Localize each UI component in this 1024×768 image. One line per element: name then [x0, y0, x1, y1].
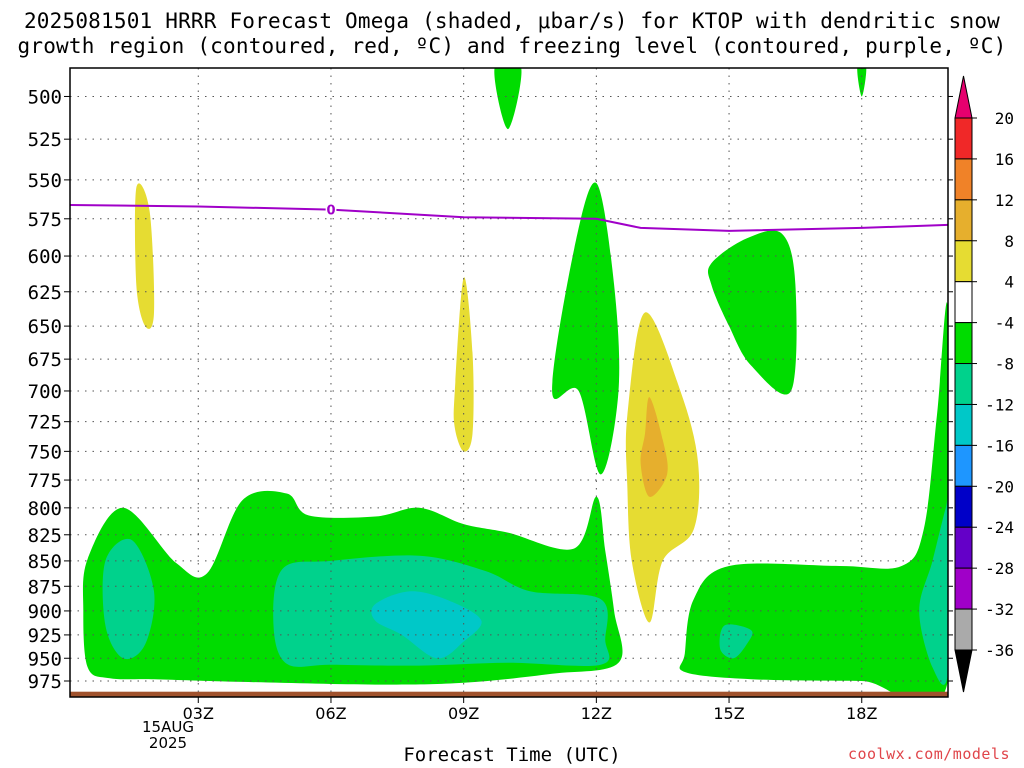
- colorbar-segment-10: [954, 526, 973, 569]
- omega-region-14: [640, 397, 668, 497]
- omega-region-10: [857, 68, 867, 97]
- date-label-year: 2025: [148, 734, 188, 752]
- colorbar-segment-1: [954, 158, 973, 201]
- y-tick-label-675: 675: [28, 349, 62, 371]
- colorbar-segment-2: [954, 199, 973, 242]
- y-tick-label-550: 550: [28, 170, 62, 192]
- colorbar-segment-9: [954, 485, 973, 528]
- colorbar-segment-6: [954, 363, 973, 405]
- colorbar-label-13: -36: [985, 641, 1014, 660]
- colorbar-label-10: -24: [985, 518, 1014, 537]
- date-label-day: 15AUG: [142, 718, 194, 736]
- y-tick-label-575: 575: [28, 209, 62, 231]
- colorbar-label-7: -12: [985, 395, 1014, 414]
- colorbar-label-0: 20: [995, 109, 1014, 128]
- colorbar-segment-0: [954, 117, 973, 160]
- freezing-level-line: [70, 204, 948, 232]
- surface-terrain-band: [70, 691, 948, 697]
- plot-frame: [69, 67, 949, 698]
- y-tick-label-825: 825: [28, 525, 62, 547]
- colorbar-label-11: -28: [985, 559, 1014, 578]
- chart-title-line2: growth region (contoured, red, ºC) and f…: [17, 34, 1007, 58]
- colorbar-segment-11: [954, 567, 973, 610]
- y-tick-label-875: 875: [28, 576, 62, 598]
- colorbar-segment-4: [954, 281, 973, 324]
- colorbar-label-6: -8: [995, 355, 1014, 374]
- omega-region-4: [552, 182, 620, 475]
- x-tick-label-09Z: 09Z: [448, 704, 479, 723]
- colorbar-bottom-triangle: [954, 649, 973, 693]
- y-tick-label-725: 725: [28, 412, 62, 434]
- omega-region-1: [102, 538, 155, 660]
- y-tick-label-950: 950: [28, 648, 62, 670]
- colorbar-label-4: 4: [1004, 273, 1014, 292]
- colorbar-label-5: -4: [995, 314, 1014, 333]
- plot-area: 0: [70, 68, 948, 697]
- omega-region-11: [134, 183, 155, 329]
- y-tick-label-625: 625: [28, 282, 62, 304]
- date-label: 15AUG 2025: [138, 719, 198, 751]
- y-tick-label-600: 600: [28, 246, 62, 268]
- y-tick-label-975: 975: [28, 671, 62, 693]
- y-tick-label-500: 500: [28, 86, 62, 108]
- omega-region-6: [719, 624, 753, 659]
- omega-region-8: [707, 230, 797, 395]
- colorbar: 20 16 12 8 4 -4 -8 -12 -16 -20 -24 -28 -32 -36: [954, 75, 1014, 693]
- y-tick-label-750: 750: [28, 441, 62, 463]
- colorbar-top-triangle: [954, 75, 973, 119]
- y-tick-label-650: 650: [28, 316, 62, 338]
- omega-region-12: [453, 277, 474, 452]
- omega-region-5: [679, 302, 948, 697]
- x-tick-label-18Z: 18Z: [846, 704, 877, 723]
- y-tick-label-700: 700: [28, 381, 62, 403]
- y-tick-label-925: 925: [28, 625, 62, 647]
- credit-link[interactable]: coolwx.com/models: [847, 745, 1010, 763]
- y-tick-label-850: 850: [28, 551, 62, 573]
- colorbar-label-3: 8: [1004, 232, 1014, 251]
- colorbar-label-9: -20: [985, 477, 1014, 496]
- y-tick-label-900: 900: [28, 601, 62, 623]
- freezing-level-label: 0: [326, 204, 335, 219]
- colorbar-segment-7: [954, 403, 973, 446]
- x-tick-label-06Z: 06Z: [315, 704, 346, 723]
- x-axis-label: Forecast Time (UTC): [403, 744, 621, 766]
- colorbar-label-1: 16: [995, 150, 1014, 169]
- colorbar-segment-8: [954, 444, 973, 487]
- colorbar-label-12: -32: [985, 600, 1014, 619]
- chart-title-line1: 2025081501 HRRR Forecast Omega (shaded, …: [23, 9, 1001, 33]
- colorbar-segment-5: [954, 322, 973, 365]
- omega-region-7: [919, 493, 948, 685]
- y-tick-label-775: 775: [28, 470, 62, 492]
- colorbar-label-2: 12: [995, 191, 1014, 210]
- colorbar-segment-3: [954, 240, 973, 283]
- y-tick-label-525: 525: [28, 129, 62, 151]
- x-tick-label-03Z: 03Z: [183, 704, 214, 723]
- x-tick-label-12Z: 12Z: [581, 704, 612, 723]
- omega-region-3: [371, 591, 482, 659]
- x-tick-label-15Z: 15Z: [713, 704, 744, 723]
- y-tick-label-800: 800: [28, 498, 62, 520]
- omega-region-9: [494, 68, 522, 130]
- colorbar-segment-12: [954, 608, 973, 651]
- colorbar-label-8: -16: [985, 436, 1014, 455]
